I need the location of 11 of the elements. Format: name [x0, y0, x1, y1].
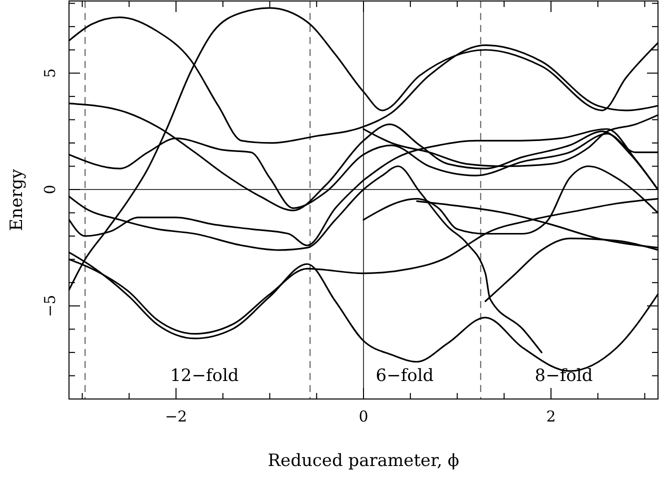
x-tick-label: −2 — [164, 408, 188, 426]
annotation: 8−fold — [534, 366, 593, 386]
x-tick-label: 2 — [546, 408, 556, 426]
y-tick-label: 5 — [41, 68, 59, 78]
y-axis-title: Energy — [7, 168, 27, 232]
annotation: 6−fold — [376, 366, 434, 386]
y-tick-label: −5 — [41, 294, 59, 317]
x-axis-title: Reduced parameter, ϕ — [268, 451, 460, 471]
annotation: 12−fold — [170, 366, 239, 386]
x-tick-label: 0 — [358, 408, 368, 426]
y-tick-label: 0 — [41, 184, 59, 194]
